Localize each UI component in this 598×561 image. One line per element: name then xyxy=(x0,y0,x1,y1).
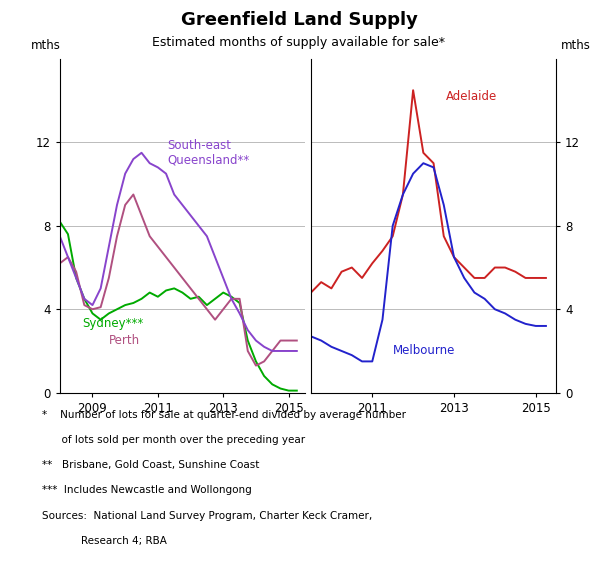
Text: ***  Includes Newcastle and Wollongong: *** Includes Newcastle and Wollongong xyxy=(42,485,252,495)
Text: mths: mths xyxy=(560,39,590,52)
Text: Perth: Perth xyxy=(109,334,140,347)
Text: mths: mths xyxy=(30,39,60,52)
Text: Estimated months of supply available for sale*: Estimated months of supply available for… xyxy=(152,36,446,49)
Text: Sydney***: Sydney*** xyxy=(83,318,144,330)
Text: Melbourne: Melbourne xyxy=(393,344,455,357)
Text: Research 4; RBA: Research 4; RBA xyxy=(42,536,167,546)
Text: **   Brisbane, Gold Coast, Sunshine Coast: ** Brisbane, Gold Coast, Sunshine Coast xyxy=(42,460,260,470)
Text: Sources:  National Land Survey Program, Charter Keck Cramer,: Sources: National Land Survey Program, C… xyxy=(42,511,372,521)
Text: of lots sold per month over the preceding year: of lots sold per month over the precedin… xyxy=(42,435,305,445)
Text: Greenfield Land Supply: Greenfield Land Supply xyxy=(181,11,417,29)
Text: *    Number of lots for sale at quarter-end divided by average number: * Number of lots for sale at quarter-end… xyxy=(42,410,406,420)
Text: South-east
Queensland**: South-east Queensland** xyxy=(167,139,250,167)
Text: Adelaide: Adelaide xyxy=(446,90,497,103)
